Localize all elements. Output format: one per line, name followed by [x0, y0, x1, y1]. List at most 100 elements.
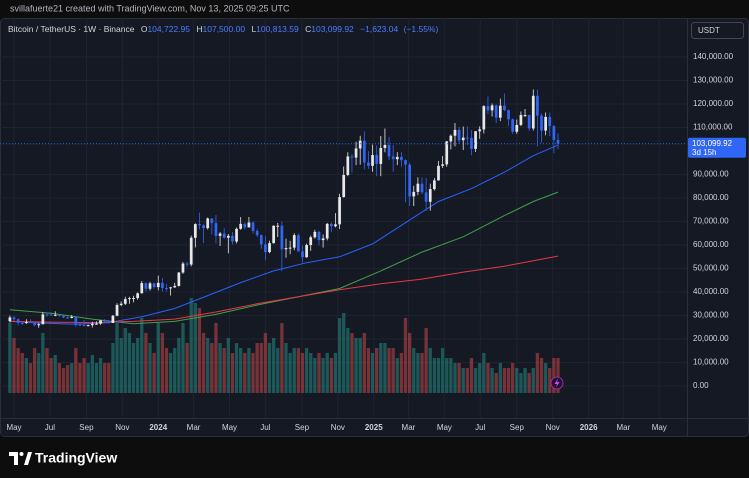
candle-body [29, 322, 32, 324]
volume-bar [478, 363, 482, 393]
candle-body [128, 298, 131, 300]
currency-box[interactable] [691, 22, 744, 39]
volume-bar [346, 328, 350, 393]
volume-bar [94, 363, 99, 393]
volume-bar [465, 368, 469, 393]
volume-bar [317, 353, 321, 393]
x-tick-label: May [652, 423, 667, 432]
candle-body [280, 225, 284, 250]
candle-body [494, 105, 498, 118]
candle-body [259, 235, 263, 245]
volume-bar [292, 348, 296, 393]
candle-body [198, 224, 201, 226]
volume-bar [239, 348, 243, 393]
volume-bar [313, 358, 317, 393]
y-tick-label: 90,000.00 [693, 170, 729, 179]
legend-value: 107,500.00 [203, 24, 246, 34]
candle-body [540, 115, 543, 131]
volume-bar [12, 338, 16, 393]
candle-body [325, 223, 329, 239]
x-tick-label: Mar [616, 423, 630, 432]
candle-body [515, 124, 519, 132]
volume-bar [70, 363, 74, 393]
candle-body [309, 237, 313, 246]
volume-bar [168, 353, 173, 393]
candle-body [193, 224, 197, 238]
volume-bar [329, 358, 333, 393]
legend-change: −1,623.04 [360, 24, 398, 34]
volume-bar [82, 358, 86, 393]
legend-key: O [141, 24, 148, 34]
candle-body [395, 156, 399, 160]
candle-body [404, 160, 407, 165]
candle-body [379, 147, 383, 164]
candle-body [206, 218, 210, 229]
candle-body [169, 287, 172, 289]
candle-body [301, 251, 304, 258]
candle-body [391, 156, 395, 160]
volume-bar [90, 355, 94, 393]
volume-bar [366, 348, 371, 393]
candle-body [313, 231, 317, 238]
volume-bar [78, 363, 82, 393]
volume-bar [358, 338, 362, 393]
volume-bar [457, 363, 461, 393]
candle-body [342, 174, 346, 198]
y-tick-label: 80,000.00 [693, 193, 729, 202]
candle-body [474, 131, 477, 149]
countdown: 3d 15h [692, 148, 716, 157]
candle-body [235, 228, 238, 242]
volume-bar [486, 363, 490, 393]
last-price-label: 103,099.92 [692, 139, 733, 148]
candle-body [548, 116, 552, 127]
volume-bar [107, 363, 111, 393]
candle-body [511, 119, 515, 132]
candle-body [321, 238, 325, 241]
volume-bar [164, 348, 169, 393]
candle-body [420, 183, 424, 193]
volume-bar [519, 373, 523, 393]
candle-body [465, 137, 469, 139]
volume-bar [494, 373, 498, 393]
candle-body [297, 235, 300, 252]
volume-bar [354, 338, 358, 393]
x-tick-label: Sep [510, 423, 525, 432]
volume-bar [399, 353, 404, 393]
candle-body [132, 298, 135, 300]
candle-body [503, 105, 506, 111]
volume-bar [445, 358, 449, 393]
volume-bar [222, 348, 226, 393]
volume-bar [230, 353, 235, 393]
candle-body [123, 299, 127, 304]
candle-body [424, 192, 428, 202]
candle-body [445, 141, 449, 165]
y-tick-label: 20,000.00 [693, 334, 729, 343]
candle-body [531, 95, 535, 129]
candle-body [16, 319, 20, 323]
candle-body [552, 126, 556, 140]
y-tick-label: 40,000.00 [693, 287, 729, 296]
volume-bar [98, 358, 103, 393]
legend-key: L [251, 24, 256, 34]
volume-bar [482, 353, 486, 393]
candle-body [33, 322, 36, 326]
candle-body [20, 322, 24, 324]
candle-body [519, 115, 523, 125]
candle-body [66, 317, 69, 319]
volume-bar [86, 363, 90, 393]
volume-bar [37, 353, 41, 393]
x-tick-label: Sep [295, 423, 310, 432]
candle-body [165, 288, 168, 290]
volume-bar [144, 333, 148, 393]
volume-bar [185, 343, 189, 393]
volume-bar [131, 343, 136, 393]
candle-body [95, 323, 98, 325]
volume-bar [416, 353, 420, 393]
candle-body [457, 129, 461, 141]
candle-body [57, 314, 61, 316]
volume-bar [20, 353, 24, 393]
candle-body [214, 223, 218, 236]
volume-bar [111, 343, 115, 393]
candle-body [486, 106, 490, 111]
candle-body [37, 324, 41, 326]
